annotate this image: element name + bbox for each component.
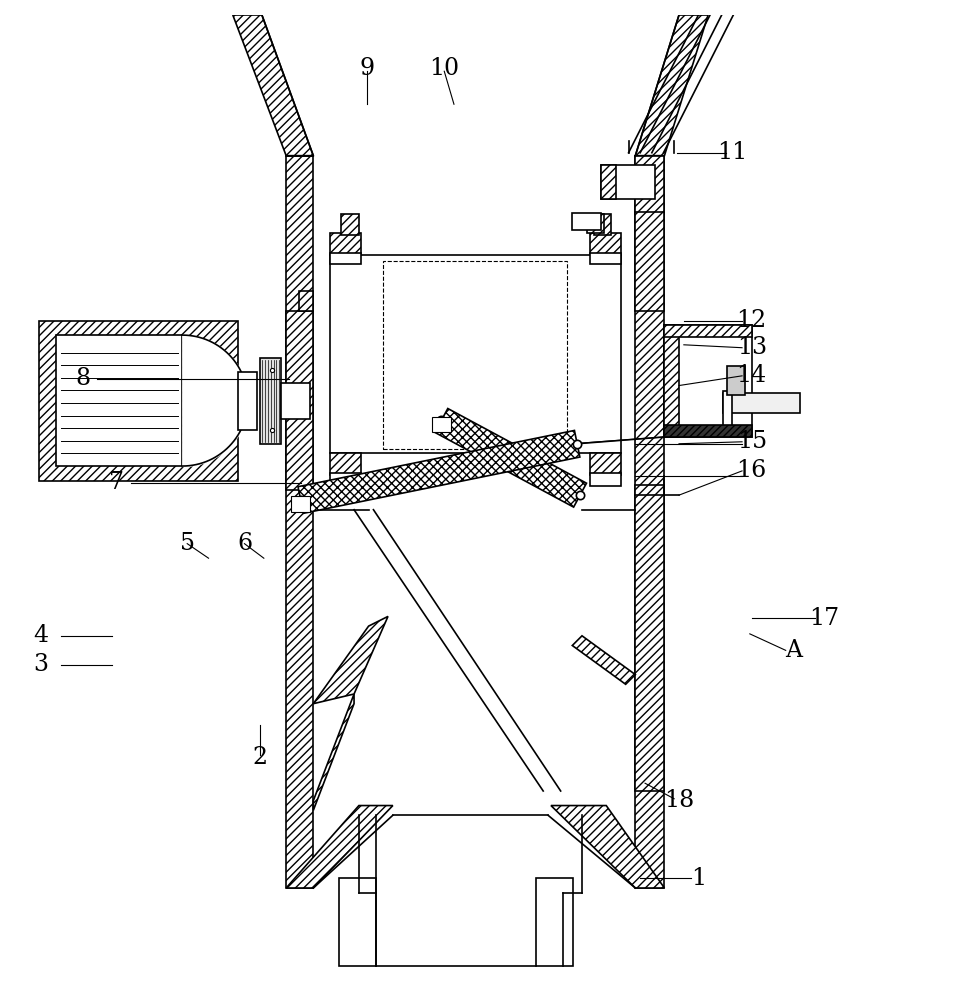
Text: 17: 17 bbox=[808, 607, 839, 630]
Bar bbox=[589, 233, 620, 255]
Bar bbox=[601, 165, 615, 199]
Bar bbox=[618, 174, 636, 192]
Bar bbox=[341, 214, 359, 235]
Bar bbox=[298, 291, 313, 311]
Bar bbox=[593, 214, 610, 235]
Bar bbox=[56, 335, 182, 466]
Polygon shape bbox=[286, 806, 392, 888]
Text: 13: 13 bbox=[735, 336, 766, 359]
Bar bbox=[601, 165, 654, 199]
Polygon shape bbox=[434, 409, 586, 507]
Bar bbox=[39, 321, 237, 481]
Text: 18: 18 bbox=[663, 789, 694, 812]
Text: 16: 16 bbox=[735, 459, 766, 482]
Bar bbox=[329, 453, 360, 475]
Polygon shape bbox=[297, 430, 579, 513]
Bar bbox=[281, 383, 310, 419]
Bar bbox=[237, 372, 257, 430]
Text: 8: 8 bbox=[75, 367, 90, 390]
Polygon shape bbox=[313, 694, 354, 810]
Bar bbox=[572, 213, 601, 230]
Bar bbox=[722, 393, 799, 413]
Polygon shape bbox=[550, 806, 664, 888]
Text: 2: 2 bbox=[252, 746, 267, 769]
Bar bbox=[329, 255, 620, 453]
Text: 12: 12 bbox=[735, 309, 766, 332]
Bar bbox=[286, 311, 313, 490]
Polygon shape bbox=[572, 636, 635, 684]
Polygon shape bbox=[233, 15, 313, 156]
Bar bbox=[664, 325, 751, 337]
Bar bbox=[589, 453, 620, 475]
Bar bbox=[664, 325, 678, 437]
Text: 4: 4 bbox=[33, 624, 48, 647]
Bar bbox=[727, 366, 744, 395]
Bar bbox=[635, 485, 664, 791]
Bar bbox=[339, 878, 376, 966]
Bar bbox=[329, 473, 360, 486]
Bar bbox=[664, 425, 751, 437]
Bar bbox=[286, 156, 313, 888]
Bar bbox=[589, 473, 620, 486]
Bar bbox=[329, 253, 360, 264]
Text: 10: 10 bbox=[428, 57, 459, 80]
Text: 3: 3 bbox=[33, 653, 48, 676]
Bar bbox=[722, 391, 732, 430]
Polygon shape bbox=[313, 616, 388, 704]
Text: 5: 5 bbox=[179, 532, 195, 555]
Bar bbox=[536, 878, 573, 966]
Bar bbox=[589, 253, 620, 264]
Text: 7: 7 bbox=[109, 471, 124, 494]
Bar bbox=[260, 358, 281, 444]
Bar bbox=[431, 417, 451, 432]
Bar bbox=[383, 261, 567, 449]
Text: 11: 11 bbox=[716, 141, 747, 164]
Text: A: A bbox=[784, 639, 801, 662]
Text: 14: 14 bbox=[735, 364, 766, 387]
Text: 15: 15 bbox=[735, 430, 766, 453]
Text: 9: 9 bbox=[359, 57, 374, 80]
Bar bbox=[664, 325, 751, 437]
Bar bbox=[586, 214, 604, 233]
Bar bbox=[291, 496, 310, 512]
Bar bbox=[635, 212, 664, 311]
Text: 1: 1 bbox=[690, 867, 705, 890]
Bar bbox=[635, 156, 664, 214]
Bar bbox=[635, 156, 664, 888]
Text: 6: 6 bbox=[236, 532, 252, 555]
Bar bbox=[329, 233, 360, 255]
Polygon shape bbox=[635, 15, 707, 156]
